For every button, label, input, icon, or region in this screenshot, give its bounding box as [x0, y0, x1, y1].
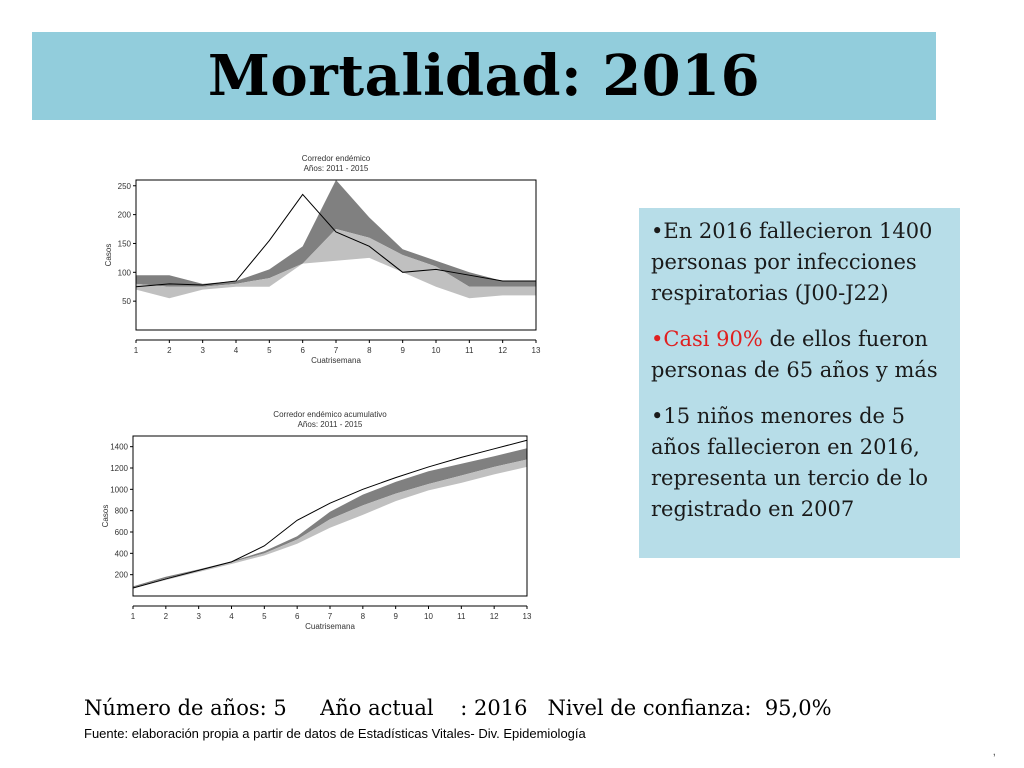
y-tick-label: 50 — [122, 297, 131, 306]
lower-band — [136, 229, 536, 299]
x-tick-label: 4 — [229, 612, 234, 621]
y-tick-label: 150 — [118, 239, 132, 248]
x-tick-label: 9 — [393, 612, 398, 621]
x-tick-label: 10 — [432, 346, 441, 355]
x-tick-label: 13 — [523, 612, 532, 621]
x-tick-label: 1 — [134, 346, 139, 355]
info-box: •En 2016 fallecieron 1400 personas por i… — [639, 208, 960, 558]
x-tick-label: 4 — [234, 346, 239, 355]
y-tick-label: 1000 — [110, 485, 128, 494]
cumulative-endemic-corridor-chart: Corredor endémico acumulativo Años: 2011 … — [93, 406, 553, 636]
actual-line — [132, 439, 528, 589]
footer-source: Fuente: elaboración propia a partir de d… — [84, 726, 586, 741]
x-tick-label: 5 — [262, 612, 267, 621]
chart-title: Corredor endémico — [302, 154, 371, 163]
upper-band — [133, 448, 527, 588]
y-tick-label: 1400 — [110, 443, 128, 452]
chart-subtitle: Años: 2011 - 2015 — [298, 420, 363, 429]
y-tick-label: 1200 — [110, 464, 128, 473]
x-tick-label: 1 — [131, 612, 136, 621]
y-tick-label: 250 — [118, 182, 132, 191]
chart-title: Corredor endémico acumulativo — [273, 410, 387, 419]
x-tick-label: 8 — [361, 612, 366, 621]
x-tick-label: 2 — [167, 346, 172, 355]
x-tick-label: 6 — [295, 612, 300, 621]
y-tick-label: 800 — [115, 507, 129, 516]
bullet-elderly-share: •Casi 90% de ellos fueron personas de 65… — [651, 324, 950, 386]
x-tick-label: 6 — [300, 346, 305, 355]
endemic-corridor-chart: Corredor endémico Años: 2011 - 2015 50 100 1… — [100, 150, 560, 375]
bullet-elderly-rest: de ellos fueron personas de 65 años y má… — [651, 327, 938, 382]
y-axis-label: Casos — [104, 244, 113, 267]
x-tick-label: 8 — [367, 346, 372, 355]
y-tick-label: 200 — [115, 571, 129, 580]
x-tick-label: 3 — [200, 346, 205, 355]
x-tick-label: 12 — [490, 612, 499, 621]
x-tick-label: 3 — [196, 612, 201, 621]
y-axis-label: Casos — [101, 505, 110, 528]
footer-stats: Número de años: 5 Año actual : 2016 Nive… — [84, 696, 832, 720]
x-tick-label: 5 — [267, 346, 272, 355]
bullet-children: •15 niños menores de 5 años fallecieron … — [651, 404, 929, 521]
page-title: Mortalidad: 2016 — [207, 43, 761, 109]
chart-subtitle: Años: 2011 - 2015 — [304, 164, 369, 173]
x-axis-label: Cuatrisemana — [311, 356, 361, 365]
y-tick-label: 600 — [115, 528, 129, 537]
plot-frame — [132, 435, 528, 597]
x-tick-label: 12 — [498, 346, 507, 355]
actual-line — [135, 193, 536, 288]
x-tick-label: 9 — [400, 346, 405, 355]
x-tick-label: 11 — [465, 346, 474, 355]
x-tick-label: 11 — [457, 612, 466, 621]
title-banner: Mortalidad: 2016 — [32, 32, 936, 120]
x-tick-label: 10 — [424, 612, 433, 621]
y-tick-label: 200 — [118, 211, 132, 220]
x-tick-label: 2 — [164, 612, 169, 621]
highlight-percent: •Casi 90% — [651, 327, 763, 351]
slide-mark: , — [992, 744, 996, 758]
y-tick-label: 100 — [118, 268, 132, 277]
x-tick-label: 13 — [532, 346, 541, 355]
x-axis-label: Cuatrisemana — [305, 622, 355, 631]
upper-band — [136, 180, 536, 287]
x-tick-label: 7 — [328, 612, 333, 621]
x-tick-label: 7 — [334, 346, 339, 355]
bullet-deaths-total: •En 2016 fallecieron 1400 personas por i… — [651, 219, 933, 305]
plot-frame — [135, 179, 537, 331]
y-tick-label: 400 — [115, 549, 129, 558]
lower-band — [133, 459, 527, 589]
